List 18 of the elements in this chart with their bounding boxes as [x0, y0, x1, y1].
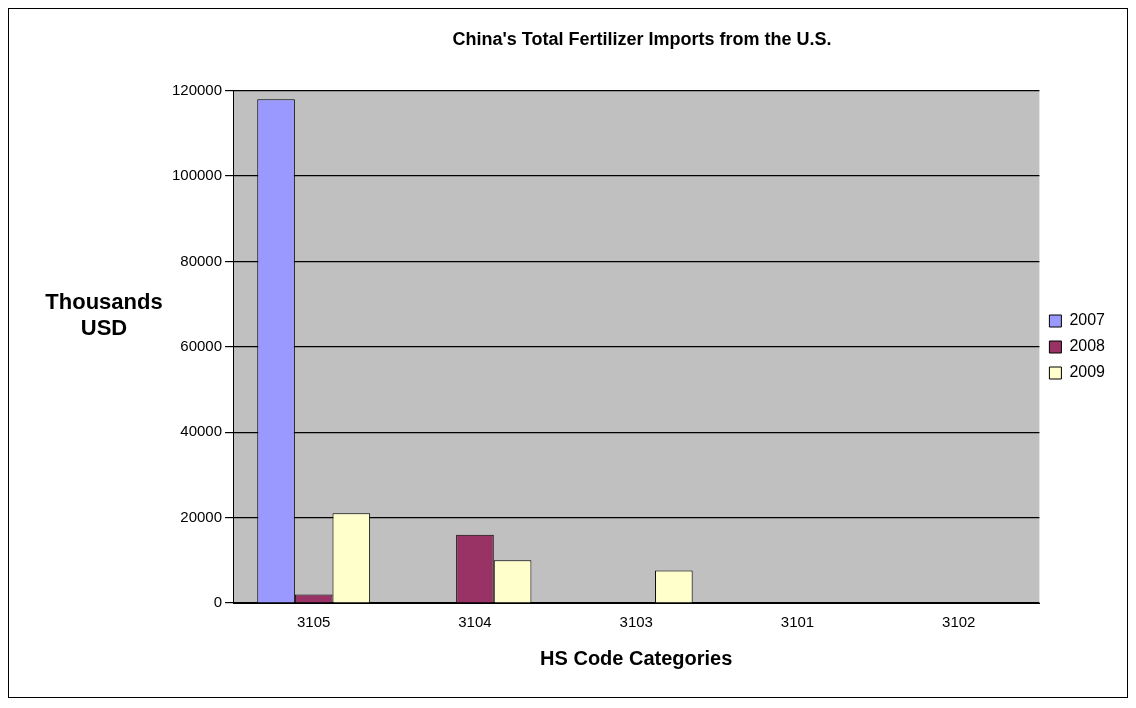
x-tick-label: 3101 [780, 613, 815, 631]
legend-label: 2007 [1069, 311, 1106, 329]
y-axis-title: Thousands USD [44, 289, 164, 341]
y-tick-label: 60000 [180, 336, 223, 354]
y-tick-label: 80000 [180, 251, 223, 269]
x-tick-label: 3102 [942, 613, 976, 631]
chart-title: China's Total Fertilizer Imports from the U.S. [452, 28, 832, 49]
legend-label: 2009 [1069, 363, 1106, 381]
y-tick-label: 20000 [180, 507, 223, 525]
x-tick-label: 3104 [458, 613, 492, 631]
y-tick-label: 40000 [180, 422, 223, 440]
legend-label: 2008 [1069, 337, 1106, 355]
x-tick-label: 3103 [619, 613, 653, 631]
y-tick-label: 100000 [171, 166, 223, 184]
x-tick-label: 3105 [297, 613, 331, 631]
y-tick-label: 120000 [171, 80, 223, 98]
x-axis-title: HS Code Categories [540, 646, 733, 669]
y-tick-label: 0 [213, 593, 223, 611]
